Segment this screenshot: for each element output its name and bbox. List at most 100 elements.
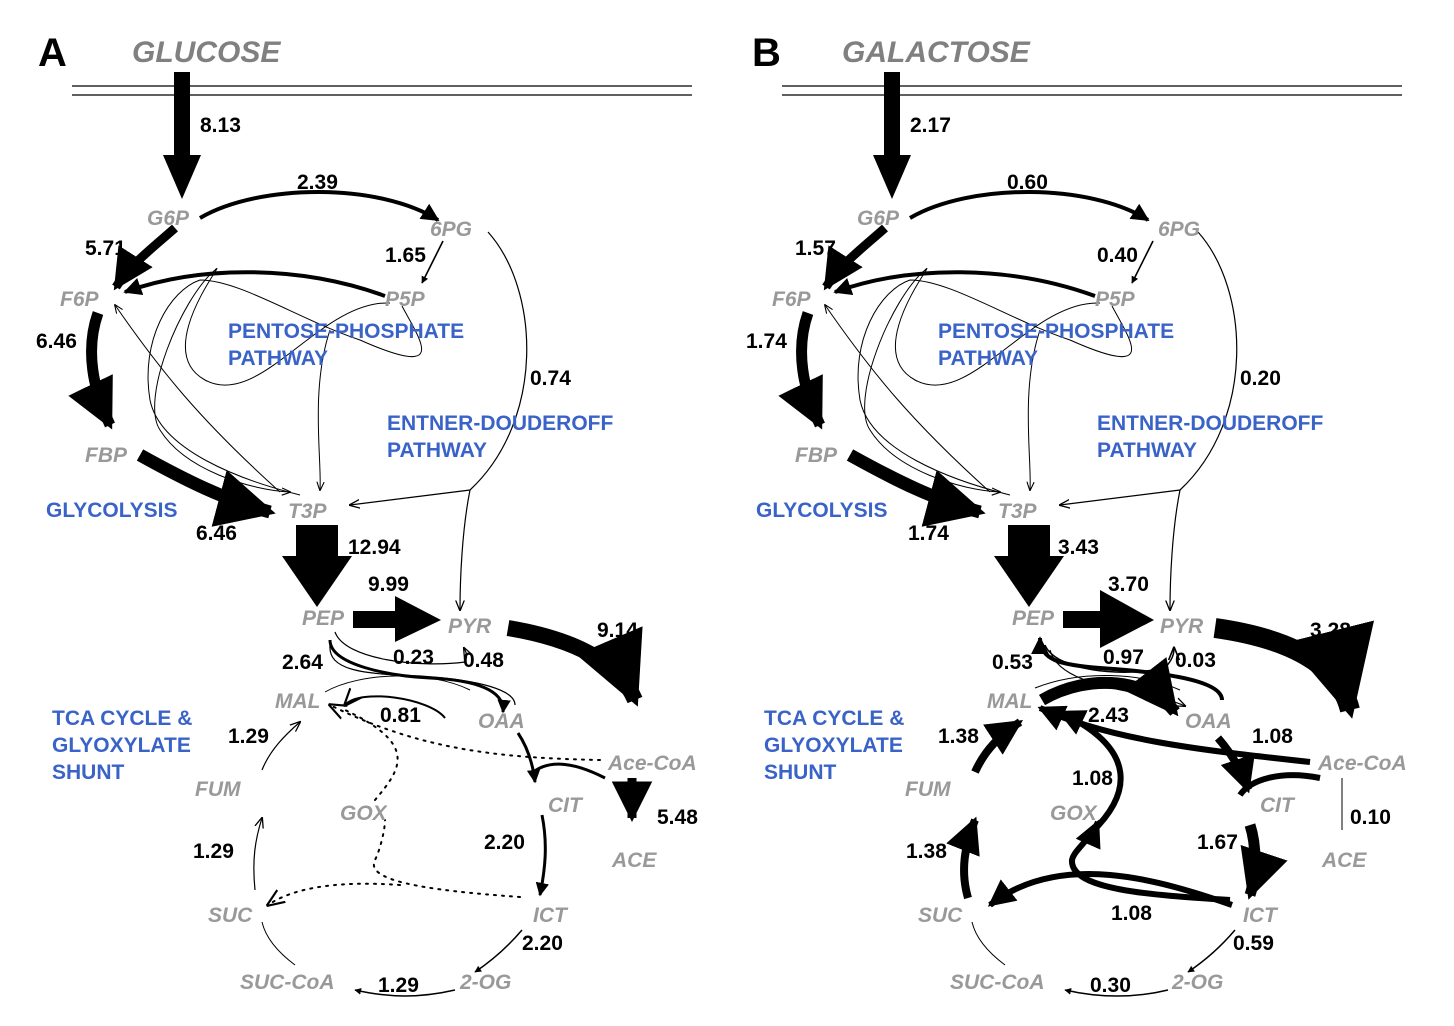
- flux-pep-oaa: 2.64: [282, 651, 323, 674]
- fum-mal-edge: [261, 722, 300, 771]
- ppp-to-t3p-edge: [864, 267, 1101, 492]
- flux-fbp-t3p: 6.46: [196, 522, 237, 545]
- ed-to-pyr-edge: [1170, 489, 1181, 610]
- suc-fum-edge: [253, 818, 262, 891]
- pathway-label-glycolysis: GLYCOLYSIS: [756, 499, 888, 522]
- flux-pyr-pep: 0.23: [393, 646, 434, 669]
- oaa-cit-edge: [1214, 735, 1255, 794]
- fbp-t3p-edge: [136, 449, 276, 527]
- flux-mal-fum: 1.38: [938, 725, 979, 748]
- ict-suc-edge: [987, 871, 1233, 908]
- uptake-arrow: [163, 72, 201, 199]
- oaa-pyr-edge: [329, 644, 516, 706]
- flux-g6p-f6p: 5.71: [85, 237, 126, 260]
- ict-suc-shunt-edge: [268, 882, 401, 905]
- metabolite-f6p: F6P: [772, 288, 812, 311]
- ed-to-pyr-edge: [460, 489, 471, 610]
- gox-mal-edge: [1057, 709, 1124, 835]
- 6pg-p5p-edge: [421, 240, 444, 284]
- flux-t3p-pep: 12.94: [348, 536, 401, 559]
- ed-to-t3p-edge: [1060, 231, 1238, 505]
- t3p-pep-arrow: [282, 525, 352, 607]
- metabolite-g6p: G6P: [857, 207, 900, 230]
- pyr-acecoa-edge: [506, 620, 643, 707]
- metabolite-fum: FUM: [195, 778, 241, 801]
- g6p-f6p-edge: [112, 224, 178, 291]
- t3p-pep-arrow: [994, 525, 1064, 607]
- flux-ict-gox: 1.08: [1111, 902, 1152, 925]
- metabolite-t3p: T3P: [288, 500, 328, 523]
- flux-acecoa-ace: 5.48: [657, 806, 698, 829]
- metabolite-g6p: G6P: [147, 207, 190, 230]
- metabolite-pyr: PYR: [1160, 615, 1204, 638]
- metabolite-ace: ACE: [1321, 849, 1367, 872]
- metabolite-pep: PEP: [302, 607, 345, 630]
- pathway-label-tca-line1: TCA CYCLE &: [764, 707, 904, 730]
- pathway-label-ppp-line1: PENTOSE-PHOSPHATE: [938, 320, 1174, 343]
- oaa-mal-edge: [345, 696, 446, 719]
- pathway-label-glycolysis: GLYCOLYSIS: [46, 499, 178, 522]
- flux-gox-mal: 1.08: [1072, 767, 1113, 790]
- flux-ed: 0.20: [1240, 367, 1281, 390]
- metabolite-suc: SUC: [208, 904, 253, 927]
- pathway-label-ed-line1: ENTNER-DOUDEROFF: [387, 412, 613, 435]
- metabolite-ict: ICT: [533, 904, 569, 927]
- flux-pep-pyr: 3.70: [1108, 573, 1149, 596]
- mal-oaa-edge: [324, 675, 471, 693]
- t3p-f6p-edge: [115, 305, 281, 493]
- panel-a: A GLUCOSE: [36, 31, 698, 997]
- ict-2og-edge: [474, 929, 523, 973]
- flux-2og-succoa: 0.30: [1090, 974, 1131, 997]
- flux-6pg-p5p: 0.40: [1097, 244, 1138, 267]
- metabolite-oaa: OAA: [478, 710, 525, 733]
- pathway-label-ppp-line2: PATHWAY: [228, 347, 328, 370]
- flux-f6p-fbp: 6.46: [36, 330, 77, 353]
- flux-ed: 0.74: [530, 367, 571, 390]
- metabolite-2og: 2-OG: [1171, 971, 1223, 994]
- pathway-label-ed-line1: ENTNER-DOUDEROFF: [1097, 412, 1323, 435]
- ppp-transketolase-edge: [147, 279, 422, 496]
- flux-uptake: 2.17: [910, 114, 951, 137]
- flux-oaa-mal: 2.43: [1088, 704, 1129, 727]
- flux-acecoa-ace: 0.10: [1350, 806, 1391, 829]
- t3p-f6p-edge: [825, 305, 991, 493]
- pep-pyr-arrow: [353, 596, 441, 642]
- flux-pep-oaa: 0.53: [992, 651, 1033, 674]
- fum-mal-edge: [971, 718, 1024, 774]
- pyr-acecoa-edge: [1213, 618, 1374, 719]
- flux-f6p-fbp: 1.74: [746, 330, 787, 353]
- metabolite-pyr: PYR: [448, 615, 492, 638]
- panel-a-letter: A: [38, 31, 67, 75]
- flux-oaa-pyr: 0.03: [1175, 649, 1216, 672]
- metabolite-6pg: 6PG: [430, 218, 472, 241]
- pathway-label-ed-line2: PATHWAY: [387, 439, 487, 462]
- flux-pep-pyr: 9.99: [368, 573, 409, 596]
- flux-pyr-acecoa: 9.14: [597, 619, 638, 642]
- fbp-t3p-edge: [846, 449, 986, 527]
- pep-pyr-arrow: [1063, 590, 1154, 648]
- flux-ict-2og: 2.20: [522, 932, 563, 955]
- acecoa-mal-shunt-edge: [330, 705, 601, 761]
- acecoa-cit-edge: [1237, 772, 1321, 797]
- flux-cit-ict: 2.20: [484, 831, 525, 854]
- pathway-label-ppp-line1: PENTOSE-PHOSPHATE: [228, 320, 464, 343]
- metabolite-fbp: FBP: [85, 444, 128, 467]
- acecoa-cit-edge: [528, 762, 606, 780]
- 2og-succoa-edge: [1064, 988, 1169, 997]
- panel-b: B GALACTOSE: [746, 31, 1407, 997]
- 2og-succoa-edge: [354, 988, 456, 997]
- ppp-down-t3p-edge: [318, 329, 331, 490]
- metabolite-f6p: F6P: [60, 288, 100, 311]
- flux-oaa-pyr: 0.48: [463, 649, 504, 672]
- 6pg-p5p-edge: [1131, 240, 1154, 284]
- cit-ict-edge: [535, 814, 550, 897]
- ict-2og-edge: [1187, 929, 1236, 973]
- oaa-pep-edge: [1031, 636, 1224, 701]
- pathway-label-ed-line2: PATHWAY: [1097, 439, 1197, 462]
- p5p-f6p-edge: [833, 270, 1096, 298]
- metabolite-fum: FUM: [905, 778, 951, 801]
- ict-gox-shunt-edge: [372, 819, 521, 898]
- ppp-transketolase-edge: [857, 279, 1132, 496]
- metabolite-succoa: SUC-CoA: [240, 971, 335, 994]
